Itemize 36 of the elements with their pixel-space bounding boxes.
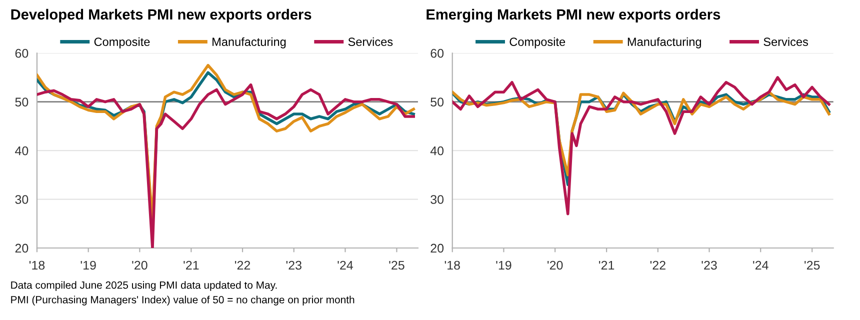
x-tick-label: '25 xyxy=(804,260,820,270)
legend-label: Services xyxy=(348,37,393,46)
x-tick-label: '20 xyxy=(548,260,563,270)
x-tick-label: '22 xyxy=(650,260,666,270)
x-tick-label: '22 xyxy=(235,260,250,270)
chart-title: Emerging Markets PMI new exports orders xyxy=(426,8,720,23)
legend-label: Composite xyxy=(94,37,150,48)
legend-label: Manufacturing xyxy=(212,37,286,48)
text: Data compiled June 2025 using PMI data updated to May. xyxy=(11,281,277,291)
y-tick-label: 30 xyxy=(430,195,444,204)
chart-title: Developed Markets PMI new exports orders xyxy=(11,8,312,22)
y-tick-label: 30 xyxy=(15,195,28,204)
x-tick-label: '23 xyxy=(702,260,717,270)
y-tick-label: 50 xyxy=(430,98,444,106)
y-tick-label: 20 xyxy=(15,244,28,253)
y-tick-label: 60 xyxy=(430,48,444,58)
x-tick-label: '25 xyxy=(389,260,404,270)
legend-label: Services xyxy=(764,37,808,46)
x-tick-label: '23 xyxy=(286,260,302,270)
x-tick-label: '24 xyxy=(753,260,768,270)
legend-label: Composite xyxy=(510,37,566,48)
x-tick-label: '24 xyxy=(338,260,354,270)
y-tick-label: 40 xyxy=(430,146,444,156)
x-tick-label: '20 xyxy=(132,260,148,270)
x-tick-label: '19 xyxy=(496,260,512,270)
y-tick-label: 50 xyxy=(15,98,28,106)
x-tick-label: '21 xyxy=(184,260,199,270)
text: PMI (Purchasing Managers' Index) value of 50 = no change on prior month xyxy=(11,296,354,306)
x-tick-label: '18 xyxy=(29,260,45,270)
x-tick-label: '21 xyxy=(599,260,614,270)
y-tick-label: 40 xyxy=(15,146,28,156)
x-tick-label: '18 xyxy=(444,260,460,270)
y-tick-label: 60 xyxy=(15,48,28,58)
legend-label: Manufacturing xyxy=(628,37,702,48)
x-tick-label: '19 xyxy=(80,260,96,270)
y-tick-label: 20 xyxy=(430,244,444,253)
